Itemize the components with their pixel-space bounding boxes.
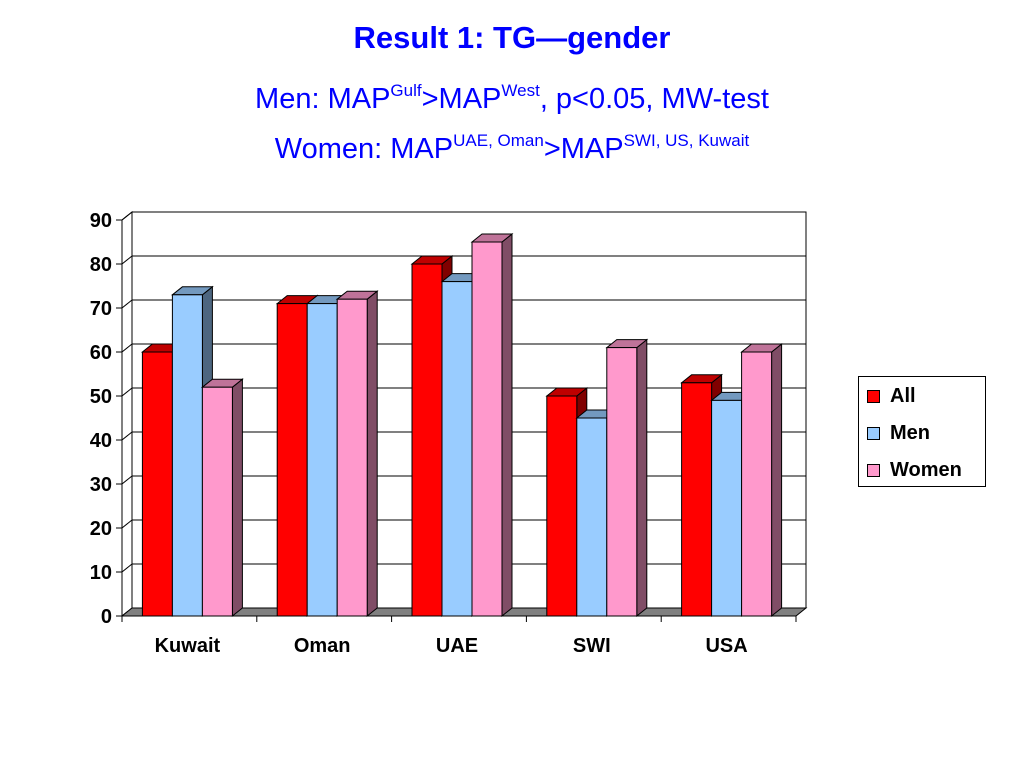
y-tick-label: 30	[90, 474, 112, 496]
bar-side-women-swi	[636, 338, 648, 618]
y-tick-label: 40	[90, 430, 112, 452]
bar-men-oman	[306, 303, 338, 617]
subtitle-women-prefix: Women: MAP	[274, 133, 454, 165]
side-gridline	[121, 519, 133, 529]
subtitle-men-mid: >MAP	[421, 83, 502, 115]
x-tick-label: UAE	[436, 635, 478, 657]
legend-swatch-women	[867, 464, 880, 477]
side-gridline	[121, 255, 133, 265]
y-tick-label: 90	[90, 210, 112, 232]
bar-all-oman	[276, 303, 308, 617]
subtitle-men-sup-west: West	[501, 81, 540, 100]
y-tick-label: 10	[90, 562, 112, 584]
x-tick-label: USA	[705, 635, 747, 657]
bar-women-usa	[741, 351, 773, 617]
chart-title: Result 1: TG—gender	[353, 20, 671, 55]
bar-side-women-uae	[501, 232, 513, 618]
bar-side-women-oman	[366, 290, 378, 618]
x-tick-label: Oman	[294, 635, 351, 657]
bar-side-women-kuwait	[231, 378, 243, 618]
bar-women-uae	[471, 241, 503, 617]
side-gridline	[121, 211, 133, 221]
subtitle-women: Women: MAPUAE, Oman>MAPSWI, US, Kuwait	[0, 131, 1024, 166]
x-tick-label: SWI	[573, 635, 611, 657]
side-gridline	[121, 343, 133, 353]
y-tick-label: 60	[90, 342, 112, 364]
y-tick-label: 70	[90, 298, 112, 320]
subtitle-women-sup-uae-oman: UAE, Oman	[453, 131, 544, 150]
bar-all-kuwait	[141, 351, 173, 617]
legend-swatch-men	[867, 427, 880, 440]
plot-side-wall	[121, 210, 133, 618]
legend-label-women: Women	[890, 459, 962, 481]
bar-men-kuwait	[171, 294, 203, 617]
y-tick-label: 20	[90, 518, 112, 540]
bar-women-swi	[606, 347, 638, 617]
bar-all-uae	[411, 263, 443, 617]
y-tick-label: 50	[90, 386, 112, 408]
chart-legend: All Men Women	[858, 376, 986, 487]
bar-all-usa	[681, 382, 713, 617]
subtitle-men-prefix: Men: MAP	[255, 83, 391, 115]
subtitle-men: Men: MAPGulf>MAPWest, p<0.05, MW-test	[0, 81, 1024, 116]
bar-all-swi	[546, 395, 578, 617]
side-gridline	[121, 387, 133, 397]
legend-label-men: Men	[890, 422, 930, 444]
bar-side-women-usa	[771, 342, 783, 618]
subtitle-women-sup-swi-us-kuwait: SWI, US, Kuwait	[623, 131, 750, 150]
x-tick-label: Kuwait	[155, 635, 221, 657]
bar-women-oman	[336, 298, 368, 617]
y-tick-label: 0	[101, 606, 112, 628]
subtitle-men-sup-gulf: Gulf	[390, 81, 422, 100]
side-gridline	[121, 475, 133, 485]
bar-men-swi	[576, 417, 608, 617]
side-gridline	[121, 431, 133, 441]
subtitle-women-mid: >MAP	[543, 133, 624, 165]
side-gridline	[121, 299, 133, 309]
bar-men-uae	[441, 281, 473, 617]
side-gridline	[121, 563, 133, 573]
bar-women-kuwait	[201, 386, 233, 617]
subtitle-men-suffix: , p<0.05, MW-test	[539, 83, 769, 115]
y-tick-label: 80	[90, 254, 112, 276]
legend-swatch-all	[867, 390, 880, 403]
bar-men-usa	[711, 399, 743, 617]
legend-label-all: All	[890, 385, 916, 407]
